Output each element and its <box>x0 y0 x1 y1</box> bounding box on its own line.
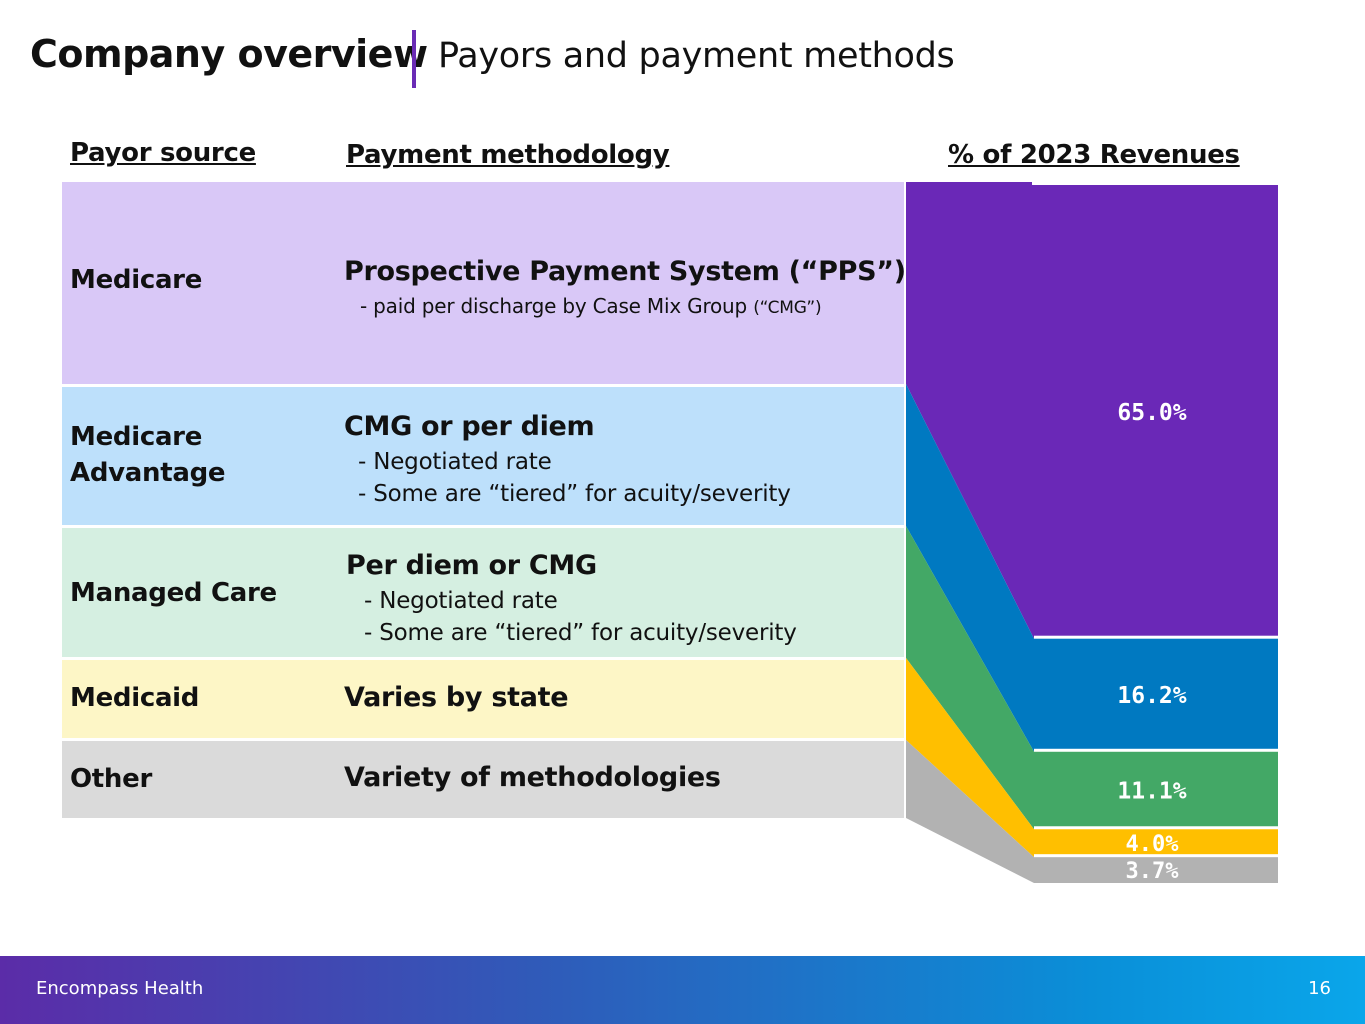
bar-segment-medicare-advantage <box>1034 638 1278 749</box>
connector-medicare <box>906 182 1034 639</box>
payment-method-detail: - Negotiated rate <box>364 588 558 614</box>
bar-segment-other <box>1034 857 1278 883</box>
payment-method-detail: - paid per discharge by Case Mix Group (… <box>360 294 822 318</box>
payor-row-other: Other Variety of methodologies <box>62 741 904 818</box>
payment-method-label: CMG or per diem <box>344 411 595 442</box>
bar-segment-managed-care <box>1034 751 1278 827</box>
bar-segment-medicaid <box>1034 829 1278 855</box>
payor-source-label: Medicare Advantage <box>70 422 226 488</box>
payor-source-header: Payor source <box>70 138 256 168</box>
payor-row-medicare: Medicare Prospective Payment System (“PP… <box>62 182 906 384</box>
page-number: 16 <box>1308 978 1331 999</box>
payment-method-detail: - Some are “tiered” for acuity/severity <box>358 481 791 507</box>
payment-method-label: Prospective Payment System (“PPS”) <box>344 256 906 287</box>
payment-method-detail: - Some are “tiered” for acuity/severity <box>364 620 797 646</box>
payment-method-label: Varies by state <box>344 682 569 713</box>
bar-value-label: 65.0% <box>1117 400 1186 426</box>
page-subtitle: Payors and payment methods <box>438 36 955 76</box>
payment-methodology-header: Payment methodology <box>346 140 670 170</box>
bar-value-label: 4.0% <box>1126 832 1180 857</box>
footer-bar: Encompass Health 16 <box>0 956 1365 1024</box>
bar-value-label: 11.1% <box>1117 779 1186 805</box>
payor-source-label: Managed Care <box>70 578 277 608</box>
connector-other <box>906 740 1034 883</box>
payment-detail-abbrev: (“CMG”) <box>753 298 822 318</box>
payment-detail-line: - paid per discharge by Case Mix Group <box>360 294 748 318</box>
payor-row-medicaid: Medicaid Varies by state <box>62 660 904 738</box>
revenues-header: % of 2023 Revenues <box>948 140 1240 170</box>
payor-row-medicare-advantage: Medicare Advantage CMG or per diem - Neg… <box>62 387 904 525</box>
connector-medicare-advantage <box>906 384 1034 752</box>
bar-value-label: 3.7% <box>1126 859 1180 884</box>
bar-segment-medicare <box>1034 185 1278 636</box>
connector-managed-care <box>906 526 1034 830</box>
page-title: Company overview <box>30 32 428 76</box>
payment-method-detail: - Negotiated rate <box>358 449 552 475</box>
footer-company-name: Encompass Health <box>36 978 204 999</box>
title-divider <box>412 30 416 88</box>
payment-method-label: Per diem or CMG <box>346 550 597 581</box>
payment-method-label: Variety of methodologies <box>344 762 721 793</box>
connector-medicaid <box>906 658 1034 858</box>
payor-source-label: Medicare <box>70 265 203 295</box>
payor-source-label: Other <box>70 764 152 794</box>
bar-value-label: 16.2% <box>1117 683 1186 709</box>
payor-source-label: Medicaid <box>70 683 200 713</box>
payor-row-managed-care: Managed Care Per diem or CMG - Negotiate… <box>62 528 904 657</box>
